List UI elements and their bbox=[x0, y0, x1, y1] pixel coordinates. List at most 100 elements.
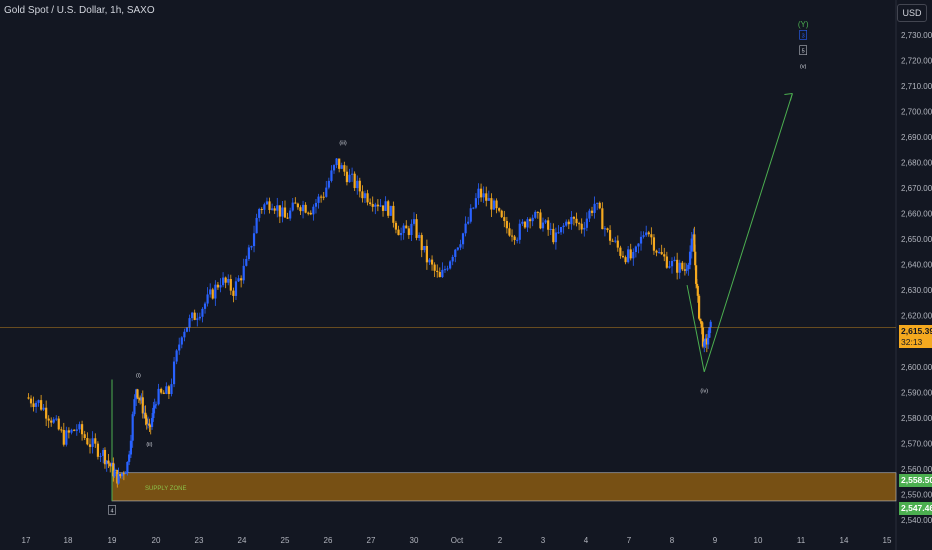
candle-body bbox=[567, 221, 570, 225]
current-price-tag: 2,615.39 32:13 bbox=[899, 325, 932, 348]
y-tick-label: 2,640.00 bbox=[901, 261, 932, 270]
x-tick-label: 11 bbox=[797, 536, 806, 545]
candle-body bbox=[645, 232, 648, 236]
projection-arrowhead bbox=[784, 93, 793, 101]
candle-body bbox=[503, 217, 506, 222]
candle-body bbox=[121, 473, 124, 477]
candle-body bbox=[611, 240, 614, 242]
candle-body bbox=[565, 221, 568, 226]
candle-body bbox=[338, 158, 341, 169]
wave-label: (iii) bbox=[339, 141, 346, 147]
y-tick-label: 2,730.00 bbox=[901, 31, 932, 40]
candle-body bbox=[180, 337, 183, 345]
candle-body bbox=[655, 250, 658, 253]
candle-body bbox=[699, 318, 702, 322]
candle-body bbox=[224, 277, 227, 283]
candle-body bbox=[596, 202, 599, 204]
candle-body bbox=[459, 244, 462, 248]
currency-button[interactable]: USD bbox=[897, 4, 927, 22]
candle-body bbox=[608, 230, 612, 241]
candle-body bbox=[320, 196, 323, 198]
candle-body bbox=[673, 259, 676, 261]
candle-body bbox=[407, 228, 410, 236]
candle-body bbox=[237, 278, 240, 282]
x-tick-label: 18 bbox=[64, 536, 73, 545]
candle-body bbox=[263, 204, 266, 210]
candle-body bbox=[330, 170, 333, 181]
candle-body bbox=[37, 400, 40, 403]
wave-label: (v) bbox=[800, 64, 807, 70]
candle-body bbox=[296, 203, 299, 208]
candle-body bbox=[114, 469, 118, 471]
candle-body bbox=[260, 209, 263, 211]
candle-body bbox=[67, 430, 70, 433]
candle-body bbox=[60, 429, 63, 431]
wave-label: (i) bbox=[136, 373, 141, 379]
candle-body bbox=[47, 418, 50, 421]
candle-body bbox=[583, 227, 586, 230]
candle-body bbox=[175, 350, 178, 362]
candle-body bbox=[42, 407, 45, 410]
candle-body bbox=[521, 221, 524, 224]
candle-body bbox=[294, 202, 297, 204]
candle-body bbox=[687, 264, 690, 270]
candle-body bbox=[384, 201, 387, 211]
y-tick-label: 2,560.00 bbox=[901, 465, 932, 474]
candle-body bbox=[446, 268, 449, 270]
candle-body bbox=[322, 196, 325, 198]
candle-body bbox=[309, 212, 312, 215]
candle-body bbox=[133, 399, 136, 415]
candle-body bbox=[369, 202, 372, 204]
candle-body bbox=[206, 294, 209, 304]
candle-body bbox=[454, 249, 457, 257]
candle-body bbox=[487, 198, 490, 201]
x-tick-label: 17 bbox=[22, 536, 31, 545]
candle-body bbox=[80, 424, 84, 435]
candle-body bbox=[128, 454, 131, 462]
candle-body bbox=[694, 265, 698, 284]
x-tick-label: 10 bbox=[754, 536, 763, 545]
x-tick-label: 2 bbox=[498, 536, 503, 545]
candle-body bbox=[704, 338, 707, 342]
candle-body bbox=[211, 289, 214, 299]
candle-body bbox=[144, 412, 147, 419]
candle-body bbox=[557, 232, 560, 234]
candle-body bbox=[268, 201, 271, 210]
candle-body bbox=[278, 205, 281, 217]
projection-path bbox=[686, 93, 793, 373]
zone-high-price-tag: 2,558.50 bbox=[899, 474, 932, 487]
candle-body bbox=[685, 269, 688, 271]
candle-body bbox=[585, 218, 588, 228]
candle-body bbox=[492, 200, 496, 210]
candle-body bbox=[271, 208, 274, 210]
candle-body bbox=[518, 223, 521, 240]
supply-zone-label: SUPPLY ZONE bbox=[145, 486, 186, 492]
candle-body bbox=[381, 205, 385, 211]
y-tick-label: 2,660.00 bbox=[901, 210, 932, 219]
candle-body bbox=[578, 223, 581, 225]
candle-body bbox=[312, 206, 315, 215]
candle-body bbox=[96, 443, 100, 457]
candle-body bbox=[544, 220, 547, 223]
candle-body bbox=[642, 235, 645, 237]
candle-body bbox=[436, 270, 439, 273]
wave-label-box bbox=[108, 505, 116, 515]
candle-body bbox=[469, 208, 472, 222]
candle-body bbox=[619, 247, 622, 256]
candle-body bbox=[325, 187, 328, 197]
candle-body bbox=[438, 272, 441, 278]
candle-body bbox=[423, 245, 426, 251]
candle-body bbox=[588, 210, 591, 219]
candle-body bbox=[703, 341, 706, 347]
candle-body bbox=[709, 321, 712, 328]
candle-body bbox=[387, 201, 390, 216]
wave-label-box bbox=[799, 30, 807, 40]
candle-body bbox=[265, 201, 269, 205]
candle-body bbox=[216, 284, 220, 288]
candle-body bbox=[639, 236, 643, 244]
x-tick-label: 26 bbox=[324, 536, 333, 545]
candle-body bbox=[433, 264, 436, 271]
candle-body bbox=[157, 388, 160, 405]
candle-body bbox=[570, 216, 573, 225]
